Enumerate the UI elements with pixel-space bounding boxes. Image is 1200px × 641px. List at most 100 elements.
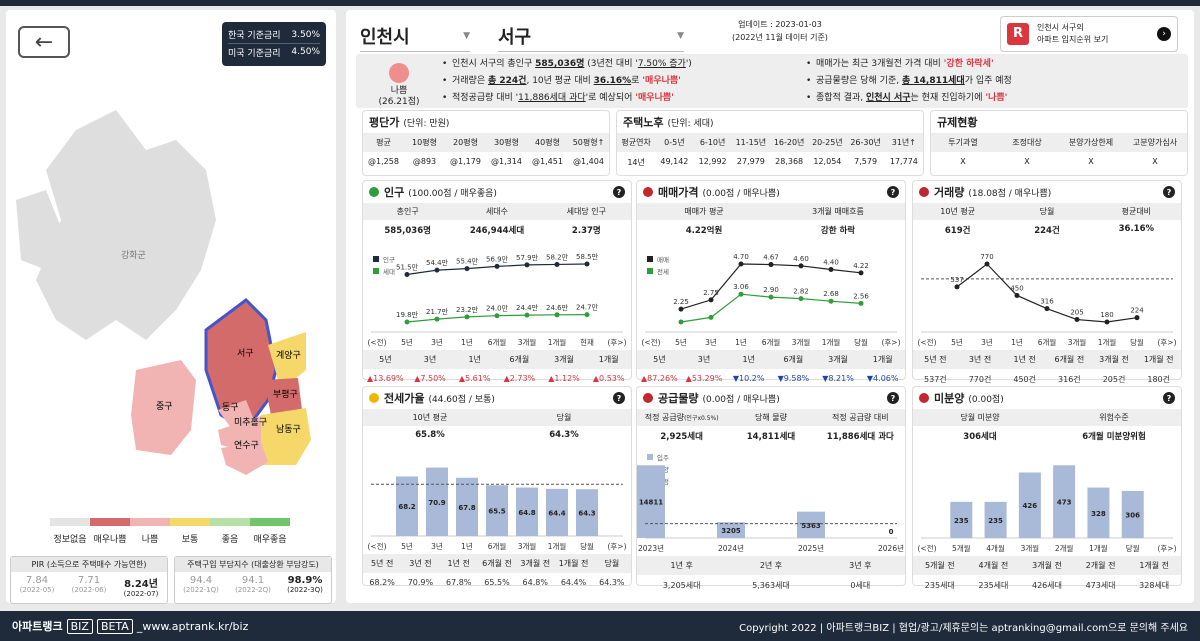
data-point xyxy=(404,319,410,325)
bar-label: 235 xyxy=(954,517,969,525)
summary-text: 는 현재 진입하기에 xyxy=(910,93,986,103)
data-point xyxy=(1014,292,1020,298)
age-value: 27,979 xyxy=(736,157,765,166)
summary-item: 적정공급량 대비 '11,886세대 과다'로 예상되어 '매우나쁨' xyxy=(442,90,692,107)
x-tick-label: 당월 xyxy=(580,541,594,551)
summary-highlight: 인천시 서구 xyxy=(865,93,911,103)
help-icon[interactable]: ? xyxy=(1163,392,1175,404)
stat-value: 306세대 xyxy=(963,432,997,442)
legend-label: 세대 xyxy=(383,267,395,276)
price-value: @1,404 xyxy=(573,157,604,166)
x-tick-label: 2025년 xyxy=(798,543,824,553)
help-icon[interactable]: ? xyxy=(613,392,625,404)
change-value: ▲53.29% xyxy=(685,374,723,383)
data-label: 24.0만 xyxy=(486,304,509,313)
footer-url[interactable]: _www.aptrank.kr/biz xyxy=(136,619,249,633)
bar xyxy=(516,487,538,536)
district-map[interactable]: 강화군 서구 계양구 부평구 중구 동구 미추홀구 남동구 연수구 xyxy=(6,70,336,570)
map-region-island[interactable] xyxy=(16,190,66,270)
sale-change-values: ▲87.26% ▲53.29% ▼10.2% ▼9.58% ▼8.21% ▼4.06% xyxy=(637,369,905,388)
unsold-change-head: 5개월 전 4개월 전 3개월 전 2개월 전 1개월 전 xyxy=(913,556,1181,575)
data-point xyxy=(858,270,864,276)
bar-label: 64.8 xyxy=(518,509,535,517)
data-label: 21.7만 xyxy=(426,307,449,316)
district-select-value: 서구 xyxy=(498,26,532,48)
legend-label: 매매 xyxy=(657,256,669,264)
x-tick-label: (<전) xyxy=(917,337,936,347)
map-region-yeonsu[interactable] xyxy=(221,442,268,475)
legend-swatch xyxy=(647,268,653,274)
district-select[interactable]: 서구 ▼ xyxy=(498,20,684,52)
change-value: 537건 xyxy=(924,375,947,384)
map-region-gyeyang[interactable] xyxy=(268,332,306,390)
map-region-jung[interactable] xyxy=(131,360,196,455)
ranking-link-button[interactable]: R 인천시 서구의 아파트 입지순위 보기 › xyxy=(1000,16,1178,52)
x-tick-label: 1개월 xyxy=(548,541,567,551)
x-tick-label: 5개월 xyxy=(952,543,971,553)
stat-value: 246,944세대 xyxy=(469,226,525,236)
summary-text: 종합적 결과, xyxy=(816,93,866,103)
promo-line2: 아파트 입지순위 보기 xyxy=(1037,35,1109,44)
data-point xyxy=(738,261,744,267)
legend-color-bar xyxy=(50,518,290,526)
sale-card: 매매가격 (0.00점 / 매우나쁨)? 매매가 평균 3개월 매매흐름 4.22억원 강… xyxy=(636,180,906,383)
change-head: 3년 xyxy=(423,355,437,364)
sale-title: 매매가격 xyxy=(658,186,699,199)
price-title: 평단가 xyxy=(369,116,400,129)
map-label-dong: 동구 xyxy=(222,402,239,413)
stat-head: 매매가 평균 xyxy=(684,207,724,216)
age-value: 12,992 xyxy=(698,157,727,166)
x-tick-label: 2023년 xyxy=(638,543,664,553)
city-select[interactable]: 인천시 ▼ xyxy=(360,20,470,52)
summary-text: 가 입주 예정 xyxy=(964,76,1012,86)
x-tick-label: 3년 xyxy=(431,541,443,551)
help-icon[interactable]: ? xyxy=(887,186,899,198)
change-value: 64.4% xyxy=(560,578,587,587)
beta-badge: BETA xyxy=(96,618,133,634)
bar xyxy=(456,477,478,536)
arrow-left-icon: ← xyxy=(34,29,54,55)
bar-label: 64.4 xyxy=(548,509,565,517)
help-icon[interactable]: ? xyxy=(1163,186,1175,198)
map-region-bupyeong[interactable] xyxy=(264,378,302,415)
data-point xyxy=(738,291,744,297)
pir-date: (2022-05) xyxy=(19,586,55,594)
map-label-jung: 중구 xyxy=(156,401,173,412)
summary-item: 매매가는 최근 3개월전 가격 대비 '강한 하락세' xyxy=(806,56,1012,73)
bar-label: 3205 xyxy=(721,527,741,535)
price-card: 평단가 (단위: 만원) 평균 10평형 20평형 30평형 40평형 50평형↑ @1,2… xyxy=(362,110,610,176)
data-point xyxy=(828,267,834,273)
back-button[interactable]: ← xyxy=(18,26,70,58)
stat-head: 평균대비 xyxy=(1121,207,1152,216)
bar xyxy=(576,489,598,536)
x-tick-label: 당월 xyxy=(1130,337,1144,347)
change-value: 3,205세대 xyxy=(662,581,701,590)
summary-text: 매매가는 최근 3개월전 가격 대비 xyxy=(816,59,944,69)
change-value: 0세대 xyxy=(850,581,871,590)
help-icon[interactable]: ? xyxy=(887,392,899,404)
map-panel: ← 한국 기준금리 3.50% 미국 기준금리 4.50% 강화군 서구 계양구 부… xyxy=(6,10,336,604)
change-value: 770건 xyxy=(968,375,992,384)
price-head: 10평형 xyxy=(412,138,437,147)
summary-list-right: 매매가는 최근 3개월전 가격 대비 '강한 하락세' 공급물량은 당해 기준,… xyxy=(806,56,1012,107)
legend-swatch xyxy=(250,518,290,526)
summary-text: 공급물량은 당해 기준, xyxy=(816,76,902,86)
stat-value: 585,036명 xyxy=(384,226,431,236)
x-tick-label: 5년 xyxy=(951,337,963,347)
help-icon[interactable]: ? xyxy=(613,186,625,198)
x-tick-label: (후>) xyxy=(1157,544,1176,553)
x-tick-label: 1년 xyxy=(1011,337,1023,347)
change-value: 426세대 xyxy=(1031,581,1062,590)
jeonse-score: (44.60점 / 보통) xyxy=(428,394,495,405)
map-region-ganghwa[interactable] xyxy=(36,110,216,340)
footer-copyright: Copyright 2022 | 아파트랭크BIZ | 협업/광고/제휴문의는 … xyxy=(739,622,1188,634)
sale-change-head: 5년 3년 1년 6개월 3개월 1개월 xyxy=(637,350,905,369)
data-label: 2.75 xyxy=(703,289,719,297)
regulation-head: 조정대상 xyxy=(1012,138,1042,147)
x-tick-label: 3개월 xyxy=(792,337,811,347)
bar xyxy=(1053,465,1076,538)
map-region-namdong[interactable] xyxy=(261,408,311,465)
bar xyxy=(637,465,665,538)
